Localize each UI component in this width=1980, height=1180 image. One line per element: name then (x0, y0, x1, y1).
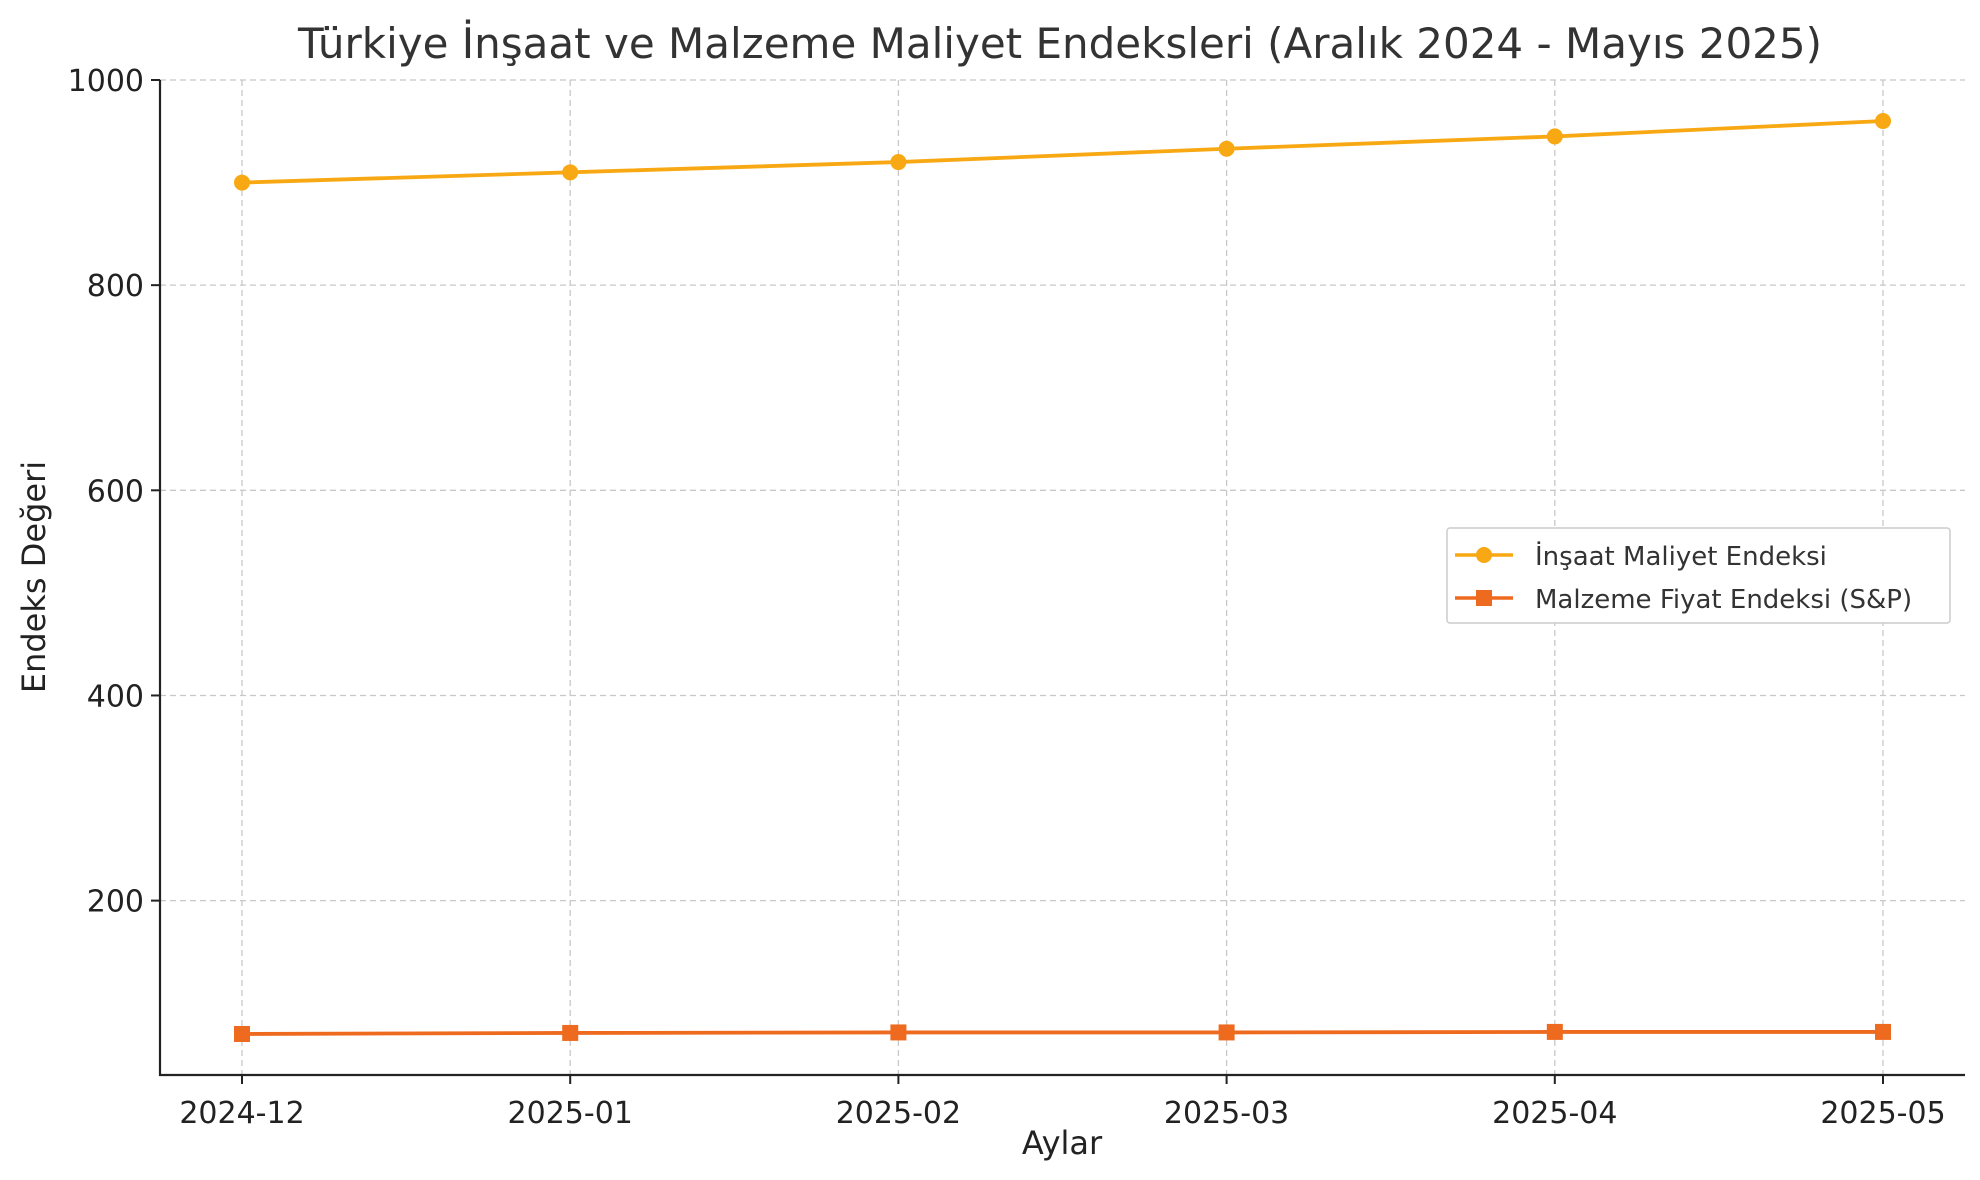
series-line-1 (241, 1030, 1883, 1036)
data-point-square (1546, 1023, 1563, 1040)
grid-layer (160, 79, 1965, 1075)
y-tick-label: 200 (87, 885, 144, 920)
series-layer (234, 113, 1891, 1042)
data-point-circle (1546, 128, 1563, 145)
x-axis-label: Aylar (1022, 1124, 1103, 1162)
axis-spines (158, 80, 1965, 1077)
legend-marker-insaat (1476, 547, 1492, 563)
series-line-0 (241, 119, 1884, 185)
data-point-square (890, 1024, 907, 1041)
y-tick-label: 800 (87, 269, 144, 304)
x-tick-label: 2025-05 (1820, 1096, 1945, 1131)
data-point-circle (1218, 140, 1235, 157)
tick-layer: 2024-12 2025-01 2025-02 2025-03 2025-04 2025-… (68, 64, 1946, 1131)
legend-label-malzeme: Malzeme Fiyat Endeksi (S&P) (1535, 585, 1912, 615)
x-tick-label: 2025-02 (836, 1096, 961, 1131)
data-point-square (1875, 1023, 1891, 1040)
chart-title: Türkiye İnşaat ve Malzeme Maliyet Endeks… (297, 18, 1822, 68)
data-point-circle (890, 154, 907, 171)
data-point-circle (234, 174, 250, 191)
data-point-circle (1875, 113, 1891, 130)
data-point-square (234, 1025, 250, 1042)
legend-marker-malzeme (1476, 590, 1492, 606)
y-tick-label: 1000 (68, 64, 144, 99)
x-tick-label: 2025-03 (1164, 1096, 1289, 1131)
x-tick-label: 2025-04 (1492, 1096, 1617, 1131)
data-point-square (562, 1024, 579, 1041)
legend: İnşaat Maliyet Endeksi Malzeme Fiyat End… (1446, 527, 1951, 624)
data-point-circle (562, 164, 579, 181)
data-point-square (1218, 1024, 1235, 1041)
y-tick-label: 600 (87, 474, 144, 509)
legend-box (1446, 527, 1951, 624)
y-axis-label: Endeks Değeri (15, 461, 53, 693)
y-tick-label: 400 (87, 679, 144, 714)
legend-label-insaat: İnşaat Maliyet Endeksi (1535, 540, 1827, 572)
x-tick-label: 2024-12 (179, 1096, 304, 1131)
x-tick-label: 2025-01 (508, 1096, 633, 1131)
